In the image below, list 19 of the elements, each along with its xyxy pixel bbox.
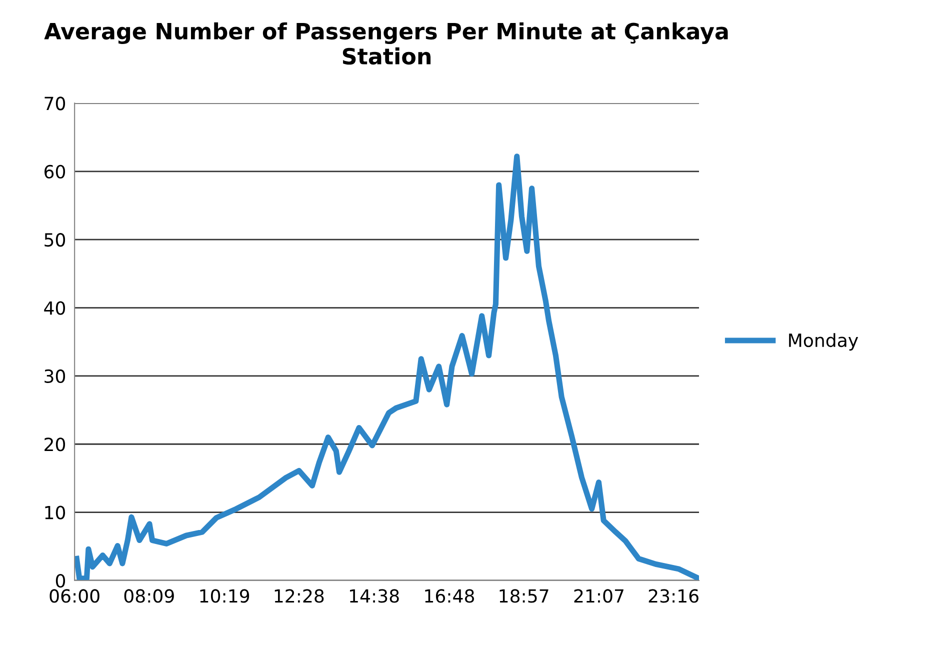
- x-tick-label: 16:48: [425, 589, 474, 603]
- x-tick-label: 06:00: [50, 589, 100, 603]
- y-tick-label: 50: [44, 233, 66, 247]
- y-tick-label: 70: [44, 96, 66, 110]
- y-tick-label: 60: [44, 164, 66, 178]
- x-tick-label: 10:19: [200, 589, 250, 603]
- x-tick-label: 18:57: [500, 589, 548, 603]
- y-tick-label: 40: [44, 301, 66, 315]
- y-tick-label: 20: [44, 438, 66, 452]
- y-tick-label: 10: [45, 506, 66, 520]
- chart-title: Average Number of Passengers Per Minute at Çankaya Station: [44, 22, 728, 65]
- x-tick-label: 08:09: [124, 589, 174, 603]
- y-tick-label: 30: [44, 369, 66, 384]
- y-tick-label: 0: [56, 574, 66, 588]
- x-tick-label: 21:07: [574, 589, 624, 603]
- x-tick-label: 12:28: [274, 589, 324, 603]
- x-tick-label: 23:16: [648, 589, 698, 603]
- legend-label: Monday: [789, 333, 858, 351]
- x-tick-label: 14:38: [350, 589, 399, 603]
